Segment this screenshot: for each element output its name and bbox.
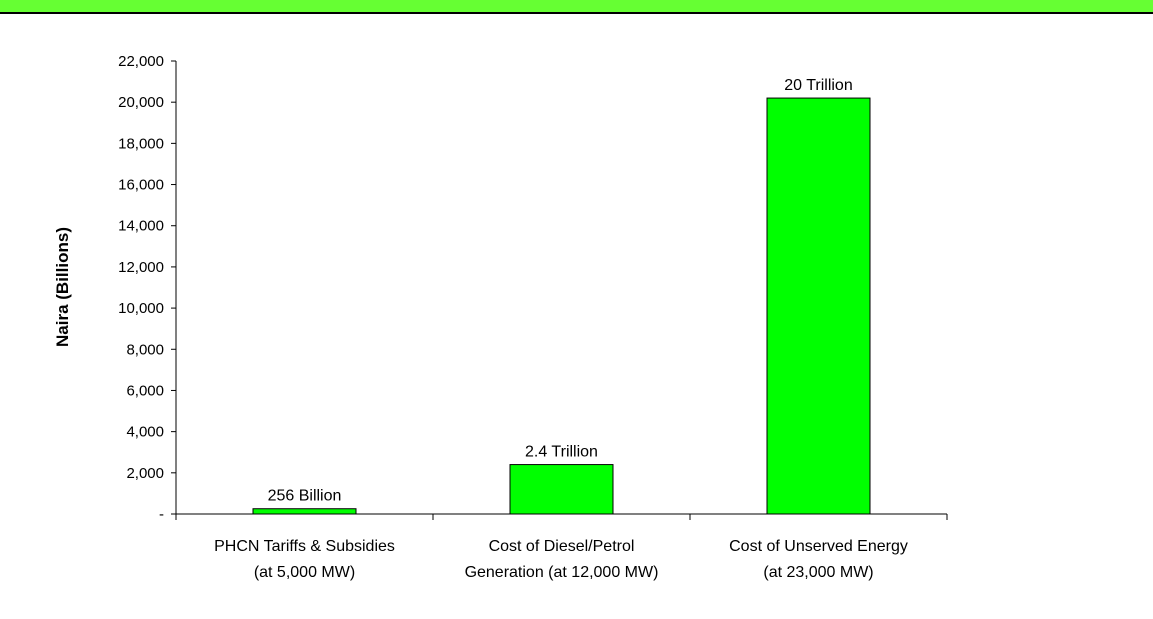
- data-label: 256 Billion: [268, 488, 342, 505]
- y-tick-label: 6,000: [126, 382, 164, 399]
- y-tick-label: -: [159, 506, 164, 523]
- y-tick-label: 4,000: [126, 424, 164, 441]
- x-category-label: Generation (at 12,000 MW): [465, 564, 659, 581]
- data-label: 2.4 Trillion: [525, 444, 598, 461]
- bar: [766, 97, 871, 515]
- y-tick-label: 12,000: [118, 259, 164, 276]
- x-category-label: (at 5,000 MW): [254, 564, 355, 581]
- bar: [509, 464, 614, 515]
- y-tick-label: 20,000: [118, 94, 164, 111]
- x-axis: PHCN Tariffs & Subsidies (at 5,000 MW) Cos…: [175, 513, 948, 581]
- y-axis: - 2,000 4,000 6,000 8,000 10,000 12,000 14,000 1…: [118, 53, 177, 523]
- y-tick-label: 14,000: [118, 218, 164, 235]
- header-band: [0, 0, 1153, 14]
- x-category-label: Cost of Unserved Energy: [729, 538, 908, 555]
- y-tick-label: 8,000: [126, 341, 164, 358]
- bar: [252, 508, 357, 515]
- x-category-label: Cost of Diesel/Petrol: [489, 538, 635, 555]
- bars: [252, 97, 871, 515]
- y-tick-label: 2,000: [126, 465, 164, 482]
- y-tick-label: 16,000: [118, 177, 164, 194]
- x-category-label: (at 23,000 MW): [763, 564, 873, 581]
- y-tick-label: 18,000: [118, 135, 164, 152]
- data-labels: 256 Billion 2.4 Trillion 20 Trillion: [268, 77, 853, 505]
- y-tick-label: 10,000: [118, 300, 164, 317]
- x-category-label: PHCN Tariffs & Subsidies: [214, 538, 395, 555]
- y-tick-label: 22,000: [118, 53, 164, 70]
- data-label: 20 Trillion: [784, 77, 852, 94]
- y-axis-title: Naira (Billions): [53, 227, 72, 347]
